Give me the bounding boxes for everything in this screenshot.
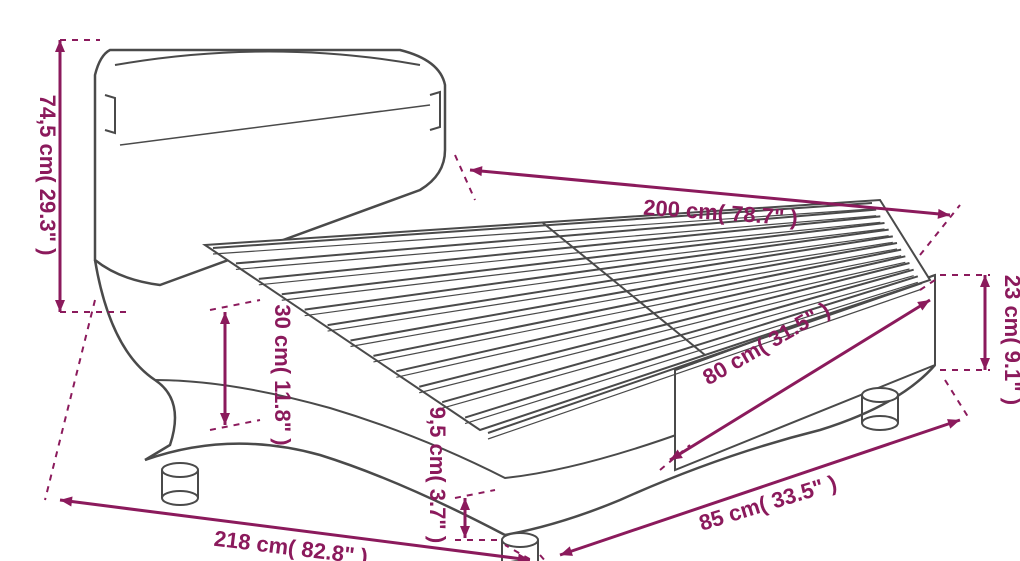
- svg-text:23 cm( 9.1" ): 23 cm( 9.1" ): [1000, 275, 1020, 405]
- svg-text:30 cm( 11.8" ): 30 cm( 11.8" ): [270, 304, 295, 445]
- svg-text:218 cm( 82.8" ): 218 cm( 82.8" ): [213, 526, 370, 561]
- svg-text:74,5 cm( 29.3" ): 74,5 cm( 29.3" ): [35, 95, 60, 256]
- svg-text:9,5 cm( 3.7" ): 9,5 cm( 3.7" ): [425, 407, 450, 543]
